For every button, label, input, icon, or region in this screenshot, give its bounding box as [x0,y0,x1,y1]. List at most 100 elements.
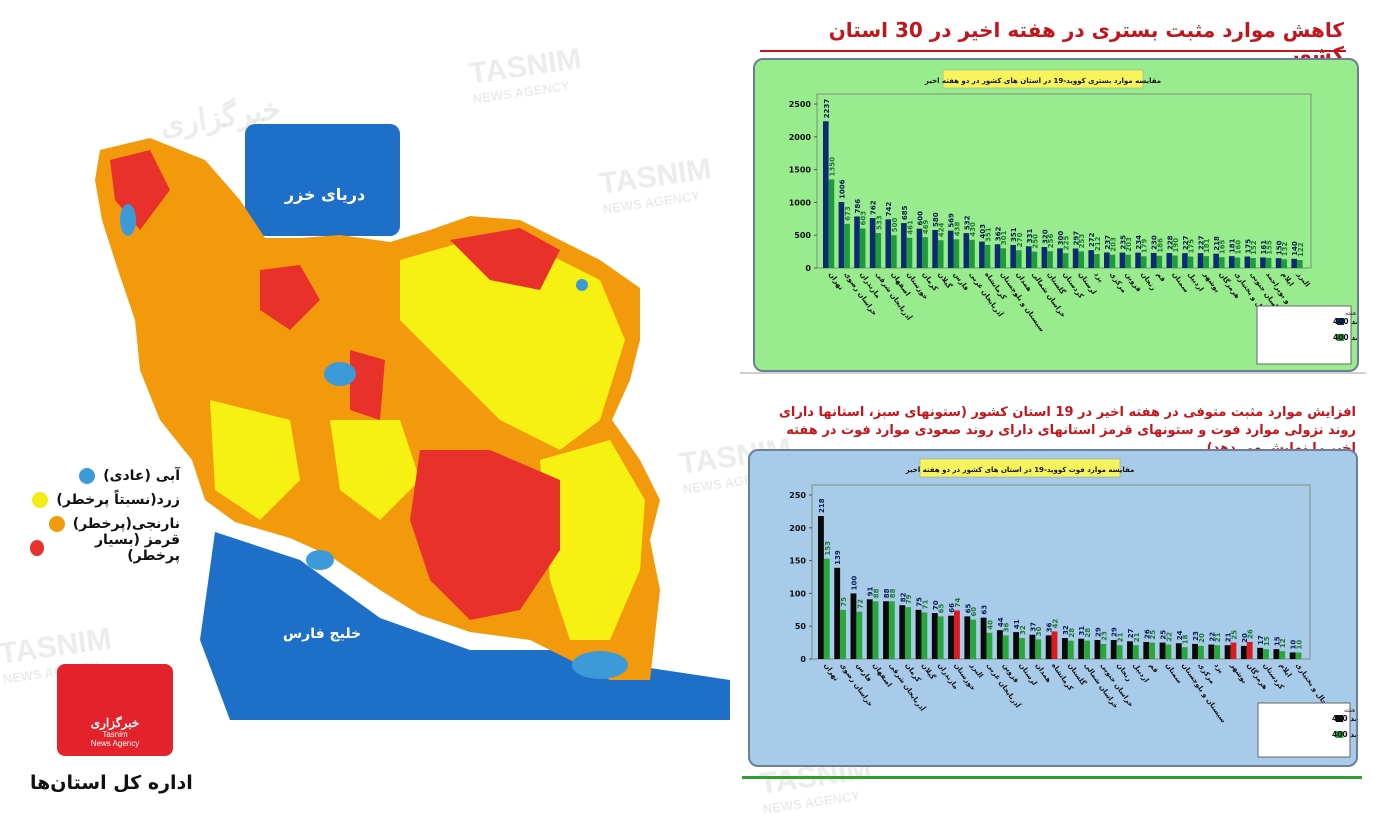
data-label-week2: 21 [1133,632,1141,642]
bar-week1 [979,241,985,268]
data-label-week1: 29 [1111,627,1119,637]
legend-swatch [1336,715,1343,722]
bar-week1 [901,223,907,268]
data-label-week1: 139 [834,550,842,565]
legend-label: قرمز (بسیار پرخطر) [94,532,180,564]
bar-week2 [1218,257,1225,268]
x-tick-label: ایلام [1278,662,1293,679]
bar-week2 [1002,635,1009,659]
data-label-week2: 250 [1031,234,1039,249]
data-label-week2: 181 [1203,238,1211,253]
bar-week2 [906,237,913,268]
chart-title: مقایسه موارد بستری کووید-19 در استان های… [924,77,1161,85]
data-label-week2: 212 [1094,236,1102,251]
data-label-week1: 218 [818,498,826,513]
data-label-week1: 230 [1151,235,1159,250]
data-label-week1: 218 [1213,236,1221,251]
bar-week2 [1062,253,1069,268]
bar-week2 [1019,638,1025,659]
data-label-week2: 438 [953,222,961,237]
bar-week2 [1035,639,1042,659]
bar-week1 [899,605,906,659]
bottom-divider [742,776,1362,779]
x-tick-label: قم [1148,662,1161,675]
bar-week2 [937,616,944,659]
hospitalization-chart-svg: مقایسه موارد بستری کووید-19 در استان های… [789,69,1357,365]
data-label-week2: 36 [1003,623,1011,633]
data-label-week1: 75 [916,597,924,607]
legend-box [1257,702,1351,758]
data-label-week2: 30 [1035,626,1043,636]
data-label-week2: 461 [906,220,914,235]
data-label-week1: 403 [979,224,987,239]
bar-week2 [872,601,879,659]
map-red-region [350,350,385,420]
data-label-week2: 60 [970,607,978,617]
data-label-week2: 179 [1141,239,1149,254]
caspian-sea-label: دریای خزر [284,185,365,204]
data-label-week2: 424 [938,222,946,237]
bar-week2 [856,611,863,659]
bar-week1 [1029,634,1036,659]
data-label-week1: 23 [1192,631,1200,641]
bar-week1 [838,202,845,268]
data-label-week1: 272 [1088,232,1096,247]
data-label-week2: 71 [921,600,929,610]
bar-week2 [1181,647,1188,659]
iran-risk-map: دریای خزر خلیج فارس [0,120,730,720]
data-label-week2: 500 [891,217,899,232]
bar-week2 [1100,643,1107,659]
data-label-week2: 21 [1117,632,1125,642]
data-label-week1: 31 [1078,626,1086,636]
bar-week2 [1031,251,1038,268]
data-label-week2: 160 [1234,240,1242,255]
bar-week1 [980,617,987,659]
chart-title-box [942,69,1144,89]
bar-week1 [1104,252,1110,268]
bar-week2 [984,244,991,268]
data-label-week2: 351 [985,227,993,242]
bar-week1 [1182,253,1188,268]
bar-week1 [1257,647,1264,659]
bar-week1 [1291,258,1298,268]
data-label-week1: 300 [1057,231,1065,246]
logo-text-sub: News Agency [90,739,140,748]
data-label-week1: 21 [1225,632,1233,642]
data-label-week2: 25 [1230,630,1238,640]
bar-week2 [1250,258,1256,268]
bar-week2 [1246,641,1253,659]
legend-swatch [1337,334,1344,341]
data-label-week2: 270 [1016,233,1024,248]
headline-underline [760,50,1346,52]
data-label-week2: 28 [1068,628,1076,638]
data-label-week1: 10 [1290,640,1298,650]
data-label-week2: 673 [844,206,852,221]
bar-week2 [953,239,960,268]
bar-week1 [1228,256,1235,268]
bar-week1 [1062,638,1068,659]
data-label-week2: 256 [1047,233,1055,248]
data-label-week1: 91 [867,586,875,596]
bar-week1 [1045,635,1052,659]
bar-week2 [1214,645,1221,659]
data-label-week2: 469 [922,219,930,234]
bar-week2 [986,632,993,659]
data-label-week1: 600 [916,211,924,226]
data-label-week1: 161 [1260,240,1268,255]
bar-week2 [1047,251,1053,268]
bar-week2 [921,612,928,659]
legend-swatch [1337,318,1344,325]
map-blue-region [324,362,356,386]
legend-item: زرد(نسبتاً پرخطر) [30,488,180,512]
bar-week1 [1224,645,1231,659]
data-label-week2: 75 [840,597,848,607]
bar-week1 [1088,250,1095,268]
y-tick-label: 0 [800,655,806,664]
bar-week2 [1051,631,1058,659]
data-label-week1: 228 [1166,235,1174,250]
bar-week2 [1165,644,1172,659]
bar-week1 [1275,258,1282,268]
bar-week1 [1260,257,1266,268]
data-label-week1: 22 [1208,632,1216,642]
